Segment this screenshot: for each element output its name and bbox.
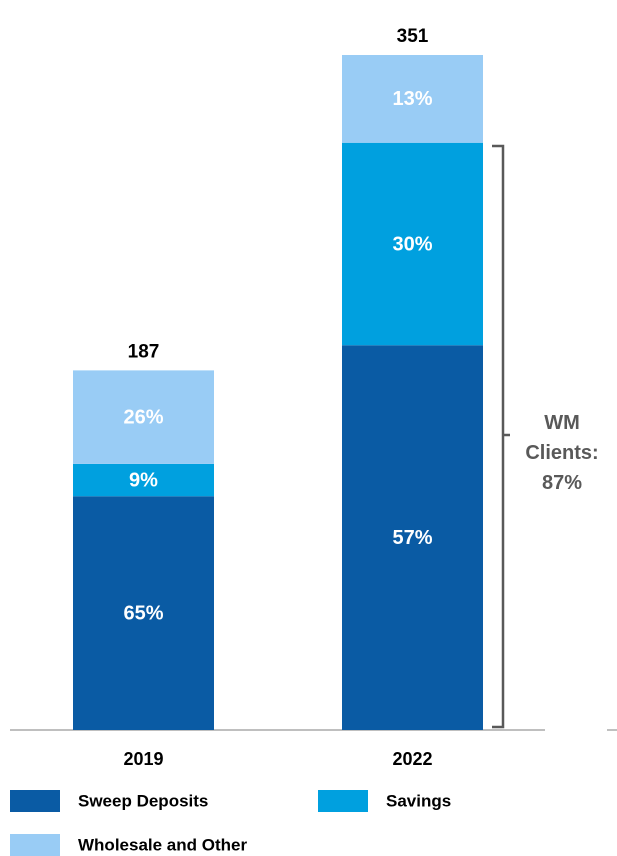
value-label: 9% (129, 469, 158, 491)
bar-segment (73, 463, 214, 497)
bar-segment (342, 345, 483, 730)
annotation: WM Clients: 87% (525, 412, 599, 494)
value-label: 13% (392, 88, 432, 110)
bar-segment (73, 496, 214, 730)
total-label: 187 (128, 341, 160, 362)
total-label: 351 (397, 26, 429, 47)
bar-segment (342, 142, 483, 346)
x-tick-label: 2019 (123, 749, 163, 769)
legend-swatch (318, 790, 368, 812)
legend-label: Sweep Deposits (78, 791, 208, 810)
value-label: 30% (392, 233, 432, 255)
legend-swatch (10, 834, 60, 856)
legend-swatch (10, 790, 60, 812)
value-label: 26% (123, 406, 163, 428)
bar-segment (342, 55, 483, 143)
value-label: 57% (392, 527, 432, 549)
legend-label: Wholesale and Other (78, 835, 247, 854)
bracket (492, 144, 510, 729)
x-tick-label: 2022 (392, 749, 432, 769)
legend-label: Savings (386, 791, 451, 810)
value-label: 65% (123, 602, 163, 624)
bar-segment (73, 370, 214, 464)
